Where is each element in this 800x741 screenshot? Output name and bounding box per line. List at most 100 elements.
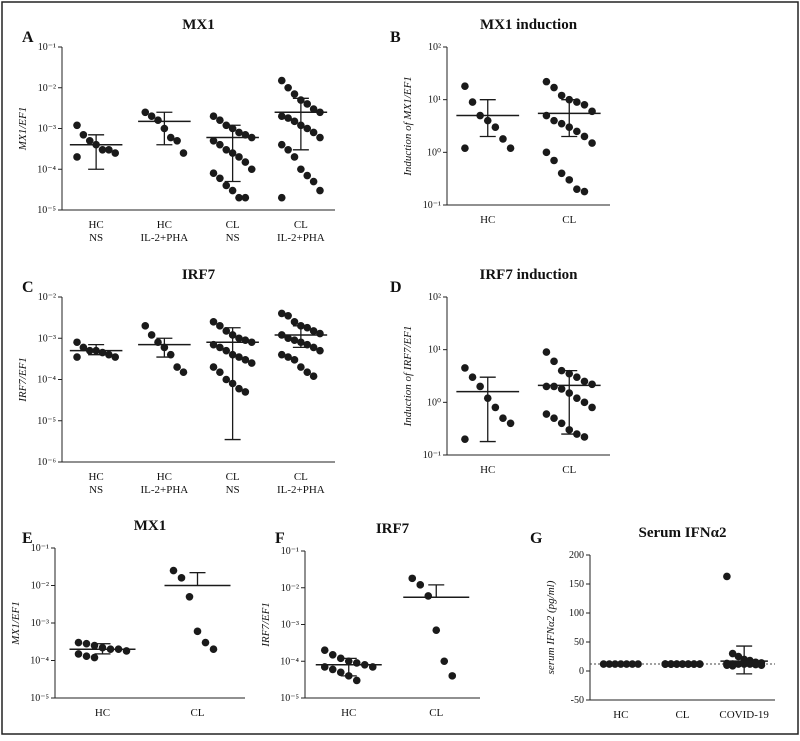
dot <box>461 82 469 91</box>
y-tick-label: 10⁻¹ <box>423 200 441 211</box>
y-tick-label: 10⁻⁶ <box>37 457 56 468</box>
dot <box>82 639 91 648</box>
x-tick-label: CL <box>226 471 240 483</box>
dot <box>580 100 589 109</box>
dot <box>222 146 231 154</box>
dot <box>573 185 581 193</box>
dot <box>277 140 286 149</box>
dot <box>290 336 299 344</box>
dot <box>111 353 120 361</box>
dot <box>678 660 687 668</box>
dot <box>588 403 596 412</box>
panel-label: C <box>22 279 34 296</box>
dot <box>309 177 318 186</box>
y-axis-label: IRF7/EF1 <box>260 602 272 648</box>
dot <box>580 433 589 441</box>
dot <box>684 660 693 668</box>
dot <box>499 135 507 143</box>
x-tick-label: CL <box>294 471 308 483</box>
dot <box>216 174 224 183</box>
y-tick-label: 10⁻³ <box>38 124 56 135</box>
dot <box>565 176 574 184</box>
dot <box>723 661 731 669</box>
dot <box>491 123 500 132</box>
dot <box>309 372 318 381</box>
dot <box>173 363 181 371</box>
dot <box>222 346 231 355</box>
dot <box>303 100 312 108</box>
y-tick-label: 10⁰ <box>427 147 441 158</box>
dot <box>542 148 551 157</box>
dot <box>82 652 91 661</box>
x-tick-label: COVID-19 <box>719 709 769 721</box>
panel-label: D <box>390 279 402 296</box>
dot <box>284 146 292 154</box>
dot <box>147 331 156 339</box>
dot <box>316 329 324 338</box>
x-tick-label: NS <box>226 484 240 496</box>
x-tick-label: CL <box>429 707 443 719</box>
x-tick-label: HC <box>480 214 495 226</box>
dot <box>557 119 566 128</box>
dot <box>74 638 83 647</box>
x-tick-label: NS <box>89 484 103 496</box>
x-tick-label: CL <box>562 464 576 476</box>
dot <box>661 660 670 668</box>
dot <box>320 646 329 654</box>
x-tick-label: CL <box>294 219 308 231</box>
dot <box>141 322 150 330</box>
dot <box>617 660 625 668</box>
dot <box>235 384 243 393</box>
dot <box>290 356 299 364</box>
x-tick-label: HC <box>88 219 103 231</box>
dot <box>580 132 589 141</box>
y-axis-label: MX1/EF1 <box>17 107 29 151</box>
dot <box>222 375 231 384</box>
dot <box>297 165 305 174</box>
x-tick-label: HC <box>95 707 110 719</box>
dot <box>216 116 224 124</box>
panel-label: E <box>22 530 33 547</box>
chart-title: IRF7 <box>182 267 216 283</box>
dot <box>209 169 218 177</box>
dot <box>491 403 500 412</box>
dot <box>309 105 318 113</box>
chart-title: MX1 <box>182 17 215 33</box>
dot <box>235 353 243 361</box>
x-tick-label: CL <box>190 707 204 719</box>
dot <box>734 660 743 668</box>
x-tick-label: CL <box>226 219 240 231</box>
dot <box>634 660 642 668</box>
dot <box>105 350 113 359</box>
dot <box>241 193 250 202</box>
dot <box>179 368 188 377</box>
y-axis-label: Induction of IRF7/EF1 <box>402 326 414 428</box>
y-tick-label: 10⁻² <box>38 83 56 94</box>
x-tick-label: CL <box>562 214 576 226</box>
y-tick-label: 10² <box>428 292 441 303</box>
dot <box>90 641 99 650</box>
dot <box>79 343 88 352</box>
x-tick-label: HC <box>613 709 628 721</box>
y-tick-label: 10⁰ <box>427 397 441 408</box>
y-tick-label: 10⁻⁴ <box>37 375 56 386</box>
dot <box>468 98 477 106</box>
y-tick-label: 10⁻⁴ <box>280 656 299 667</box>
x-tick-label: IL-2+PHA <box>277 484 325 496</box>
dot <box>284 312 292 320</box>
dot <box>147 112 156 121</box>
dot <box>734 652 743 661</box>
dot <box>499 414 507 422</box>
dot <box>90 653 99 662</box>
dot <box>628 660 637 668</box>
y-axis-label: IRF7/EF1 <box>17 357 29 403</box>
dot <box>154 116 162 124</box>
dot <box>247 165 256 174</box>
dot <box>416 581 425 589</box>
dot <box>303 340 312 349</box>
dot <box>179 149 188 157</box>
dot <box>557 385 566 393</box>
dot <box>85 136 94 145</box>
dot <box>751 660 760 669</box>
dot <box>542 410 551 418</box>
